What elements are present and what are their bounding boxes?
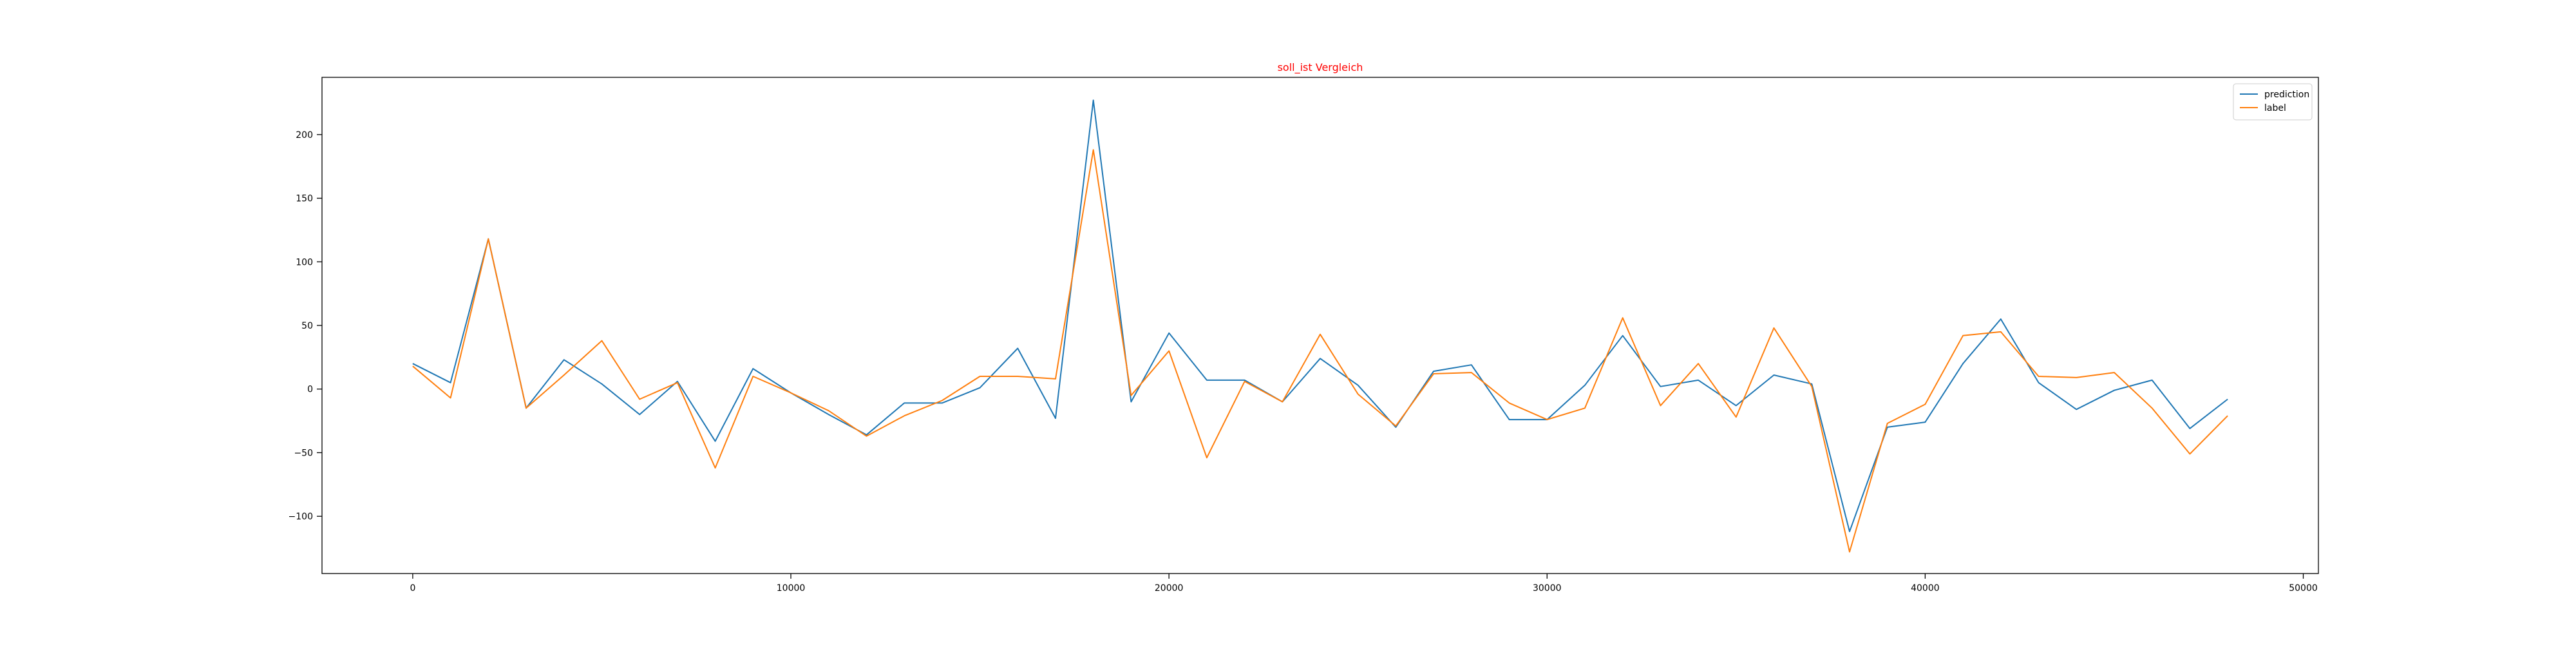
y-tick-label: −50 [294,448,313,458]
legend-label-prediction: prediction [2264,90,2309,100]
chart-title: soll_ist Vergleich [1278,61,1363,74]
legend: prediction label [2233,83,2313,121]
plot-area-frame [321,77,2319,574]
x-tick-label: 10000 [777,583,806,594]
x-tick-label: 20000 [1155,583,1184,594]
series-line-prediction [412,99,2228,532]
x-axis-ticks: 0 10000 20000 30000 40000 50000 [410,574,2318,594]
legend-box [2233,83,2313,121]
x-tick-label: 0 [410,583,415,594]
y-tick-label: 150 [296,194,313,204]
x-tick-label: 30000 [1533,583,1562,594]
y-tick-label: 100 [296,257,313,267]
legend-label-label: label [2264,103,2286,113]
y-axis-ticks: −100 −50 0 50 100 150 200 [289,130,322,522]
y-tick-label: −100 [289,512,313,522]
x-tick-label: 40000 [1911,583,1940,594]
y-tick-label: 0 [307,385,313,395]
y-tick-label: 50 [301,321,313,331]
series-line-label [412,149,2228,553]
series-lines [412,99,2228,553]
x-tick-label: 50000 [2289,583,2318,594]
y-tick-label: 200 [296,130,313,140]
